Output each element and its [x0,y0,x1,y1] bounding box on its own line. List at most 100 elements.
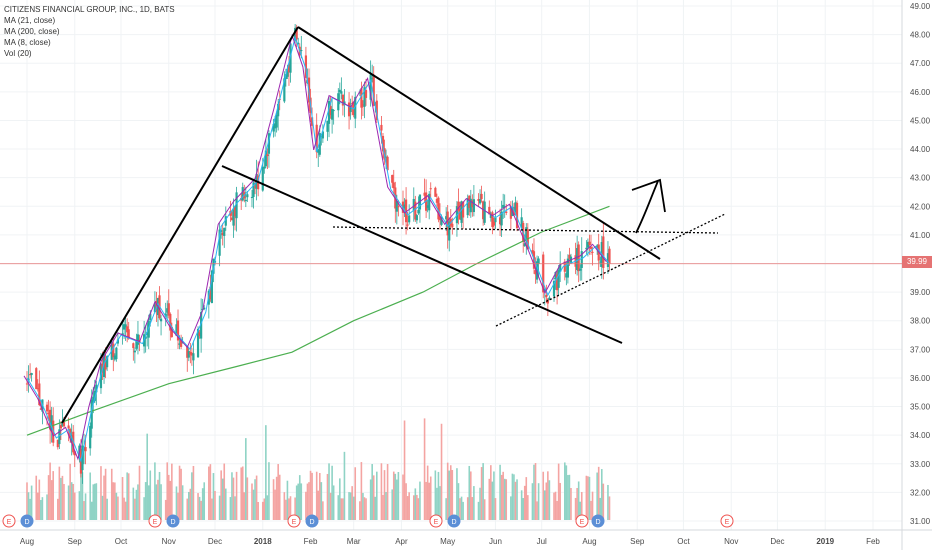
candle-body [240,198,243,201]
dividend-badge [20,514,34,528]
volume-bar [251,483,253,520]
candle-body [423,192,426,196]
volume-bar [266,495,269,520]
volume-bar [235,471,238,520]
volume-bar [110,468,113,520]
candle-body [233,206,237,217]
volume-bar [468,465,471,520]
candle-body [363,87,366,107]
volume-bar [89,472,91,520]
volume-bar [134,498,136,520]
candle-body [537,258,540,264]
candle-body [73,451,76,456]
candle-body [361,104,365,106]
candle-body [372,74,375,106]
volume-bar [342,498,344,520]
volume-bar [103,475,105,520]
volume-bar [488,478,491,520]
volume-bar [585,475,588,520]
volume-bar [567,475,569,520]
y-tick-label: 49.00 [910,2,931,11]
volume-bar [363,497,366,520]
volume-bar [272,479,275,520]
candle-body [542,254,545,293]
volume-bar [599,497,602,520]
volume-bar [231,472,233,520]
volume-bar [208,466,210,520]
candle-body [176,320,180,341]
volume-bar [386,464,389,520]
volume-bar [198,496,201,520]
volume-bar [445,498,447,520]
candle-body [451,223,454,228]
volume-bar [394,473,397,520]
x-tick-label: Feb [304,537,318,546]
volume-bar [577,481,580,520]
badge-label: D [24,519,29,526]
volume-bar [158,471,161,520]
candle-body [492,221,496,226]
candle-body [498,217,502,225]
candle-body [92,396,95,403]
candle-body [340,91,343,94]
volume-bar [232,477,235,520]
dividend-badge [447,514,461,528]
candle-body [468,195,471,208]
candle-body [295,27,298,40]
candle-body [70,435,73,443]
candle-body [331,108,334,120]
candle-body [261,166,264,191]
volume-bar [38,479,41,520]
candle-body [494,217,497,223]
volume-bar [597,466,600,520]
volume-bar [348,492,350,520]
volume-bar [81,472,84,520]
channel-line-lower [221,165,623,344]
candle-body [289,43,292,73]
candle-body [428,193,431,211]
candle-body [354,96,357,119]
volume-bar [47,475,50,520]
candle-body [469,198,472,213]
volume-bar [70,482,73,520]
volume-bar [132,487,135,520]
y-tick-label: 36.00 [910,374,931,383]
volume-bar [565,465,568,520]
y-tick-label: 48.00 [910,31,931,40]
y-tick-label: 32.00 [910,488,931,497]
badge-label: E [434,519,439,526]
candle-body [566,258,569,278]
volume-bar [60,477,62,520]
badge-label: E [7,519,12,526]
x-tick-label: Dec [770,537,784,546]
candle-body [122,324,126,330]
candle-body [192,353,195,361]
candle-body [58,429,61,445]
volume-bar [568,474,571,520]
volume-bar [533,464,535,520]
candle-body [253,186,257,188]
candle-body [50,415,53,431]
candle-body [364,90,368,98]
volume-bar [115,492,118,520]
volume-bar [166,462,169,520]
volume-bar [135,489,138,520]
volume-bar [570,488,572,520]
volume-bar [224,488,227,520]
candle-body [263,166,266,169]
volume-bar [80,463,82,520]
volume-bar [419,481,421,520]
volume-bar [608,496,611,520]
candle-body [35,368,38,390]
volume-bar [254,479,256,520]
volume-bar [470,471,472,520]
candle-body [49,409,52,430]
candle-body [384,156,388,158]
candle-body [386,156,389,171]
volume-bar [580,492,583,520]
volume-bar [439,486,441,520]
candle-body [95,384,98,393]
candle-body [181,342,184,344]
